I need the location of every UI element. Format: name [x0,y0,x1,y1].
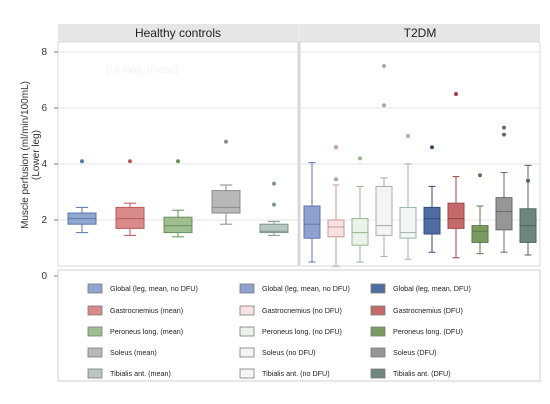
box-plot-box [163,216,193,234]
box-plot-box [115,206,145,229]
legend-label: Soleus (DFU) [393,348,437,357]
y-axis-label-line-2: (Lower leg) [31,130,42,180]
outlier-point [272,202,276,207]
y-tick-label: 4 [41,159,47,170]
y-tick-label: 6 [41,103,47,114]
legend-swatch [239,283,255,294]
legend-label: Tibialis ant. (no DFU) [262,369,330,378]
y-axis-label-line-1: Muscle perfusion (ml/min/100mL) [20,81,31,229]
legend-label: Global (leg, mean, DFU) [393,284,471,293]
legend-swatch [370,283,386,294]
box-plot-box [351,218,369,246]
outlier-point [272,181,276,186]
box-plot-box [471,225,489,243]
right-panel-title: T2DM [404,26,437,40]
legend-label: Tibialis ant. (DFU) [393,369,451,378]
legend-panel [57,269,541,382]
y-tick-label: 8 [41,47,47,58]
legend-swatch [370,347,386,358]
box-plot-box [327,219,345,238]
outlier-point [382,64,386,68]
outlier-point [382,103,386,108]
legend-label: Gastrocnemius (no DFU) [262,306,342,315]
legend-swatch [87,326,103,337]
legend-label: Soleus (mean) [110,348,157,357]
legend-swatch [239,326,255,337]
outlier-point [358,156,362,161]
left-panel-title: Healthy controls [135,26,221,40]
legend-label: Tibialis ant. (mean) [110,369,171,378]
outlier-point [430,145,434,150]
legend-label: Global (leg, mean, no DFU) [262,284,350,293]
outlier-point [128,159,132,164]
outlier-point [454,92,458,96]
box-plot-box [495,197,513,231]
legend-swatch [87,283,103,294]
legend-swatch [370,368,386,379]
boxes-layer [67,162,537,267]
outlier-point [334,145,338,150]
outlier-point [80,159,84,164]
outlier-point [502,125,506,130]
legend-label: Gastrocnemius (DFU) [393,306,463,315]
outlier-point [526,178,530,183]
box-plot-box [399,206,417,239]
y-axis-label: Muscle perfusion (ml/min/100mL) (Lower l… [20,81,42,229]
legend-swatch [370,305,386,316]
box-plot-box [375,185,393,236]
legend-swatch [370,326,386,337]
legend-swatch [87,347,103,358]
y-tick-label: 0 [41,271,47,282]
y-tick-label: 2 [41,215,47,226]
box-plot-box [211,190,241,214]
outlier-point [502,132,506,137]
legend-label: Soleus (no DFU) [262,348,316,357]
legend: Global (leg, mean, no DFU) Gastrocnemius … [87,283,471,379]
box-plot-box [303,205,321,239]
legend-label: Peroneus long. (no DFU) [262,327,342,336]
legend-label: Gastrocnemius (mean) [110,306,183,315]
legend-swatch [87,305,103,316]
right-panel-header [300,24,540,42]
legend-swatch [239,368,255,379]
box-plot-box [447,202,465,229]
outlier-point [478,173,482,178]
legend-swatch [87,368,103,379]
box-plot-box [259,223,289,234]
y-axis: 0 2 4 6 8 [41,47,58,282]
outlier-point [224,139,228,144]
outlier-point [176,159,180,164]
legend-label: Global (leg, mean, no DFU) [110,284,198,293]
legend-label: Peroneus long. (mean) [110,327,183,336]
outliers-layer [80,64,530,207]
faint-watermark-text: (U) long. (mean) [106,65,179,76]
legend-swatch [239,347,255,358]
outlier-point [406,134,410,138]
left-panel-header [58,24,298,42]
box-plot-box [423,206,441,235]
legend-label: Peroneus long. (DFU) [393,327,463,336]
outlier-point [334,177,338,182]
legend-swatch [239,305,255,316]
